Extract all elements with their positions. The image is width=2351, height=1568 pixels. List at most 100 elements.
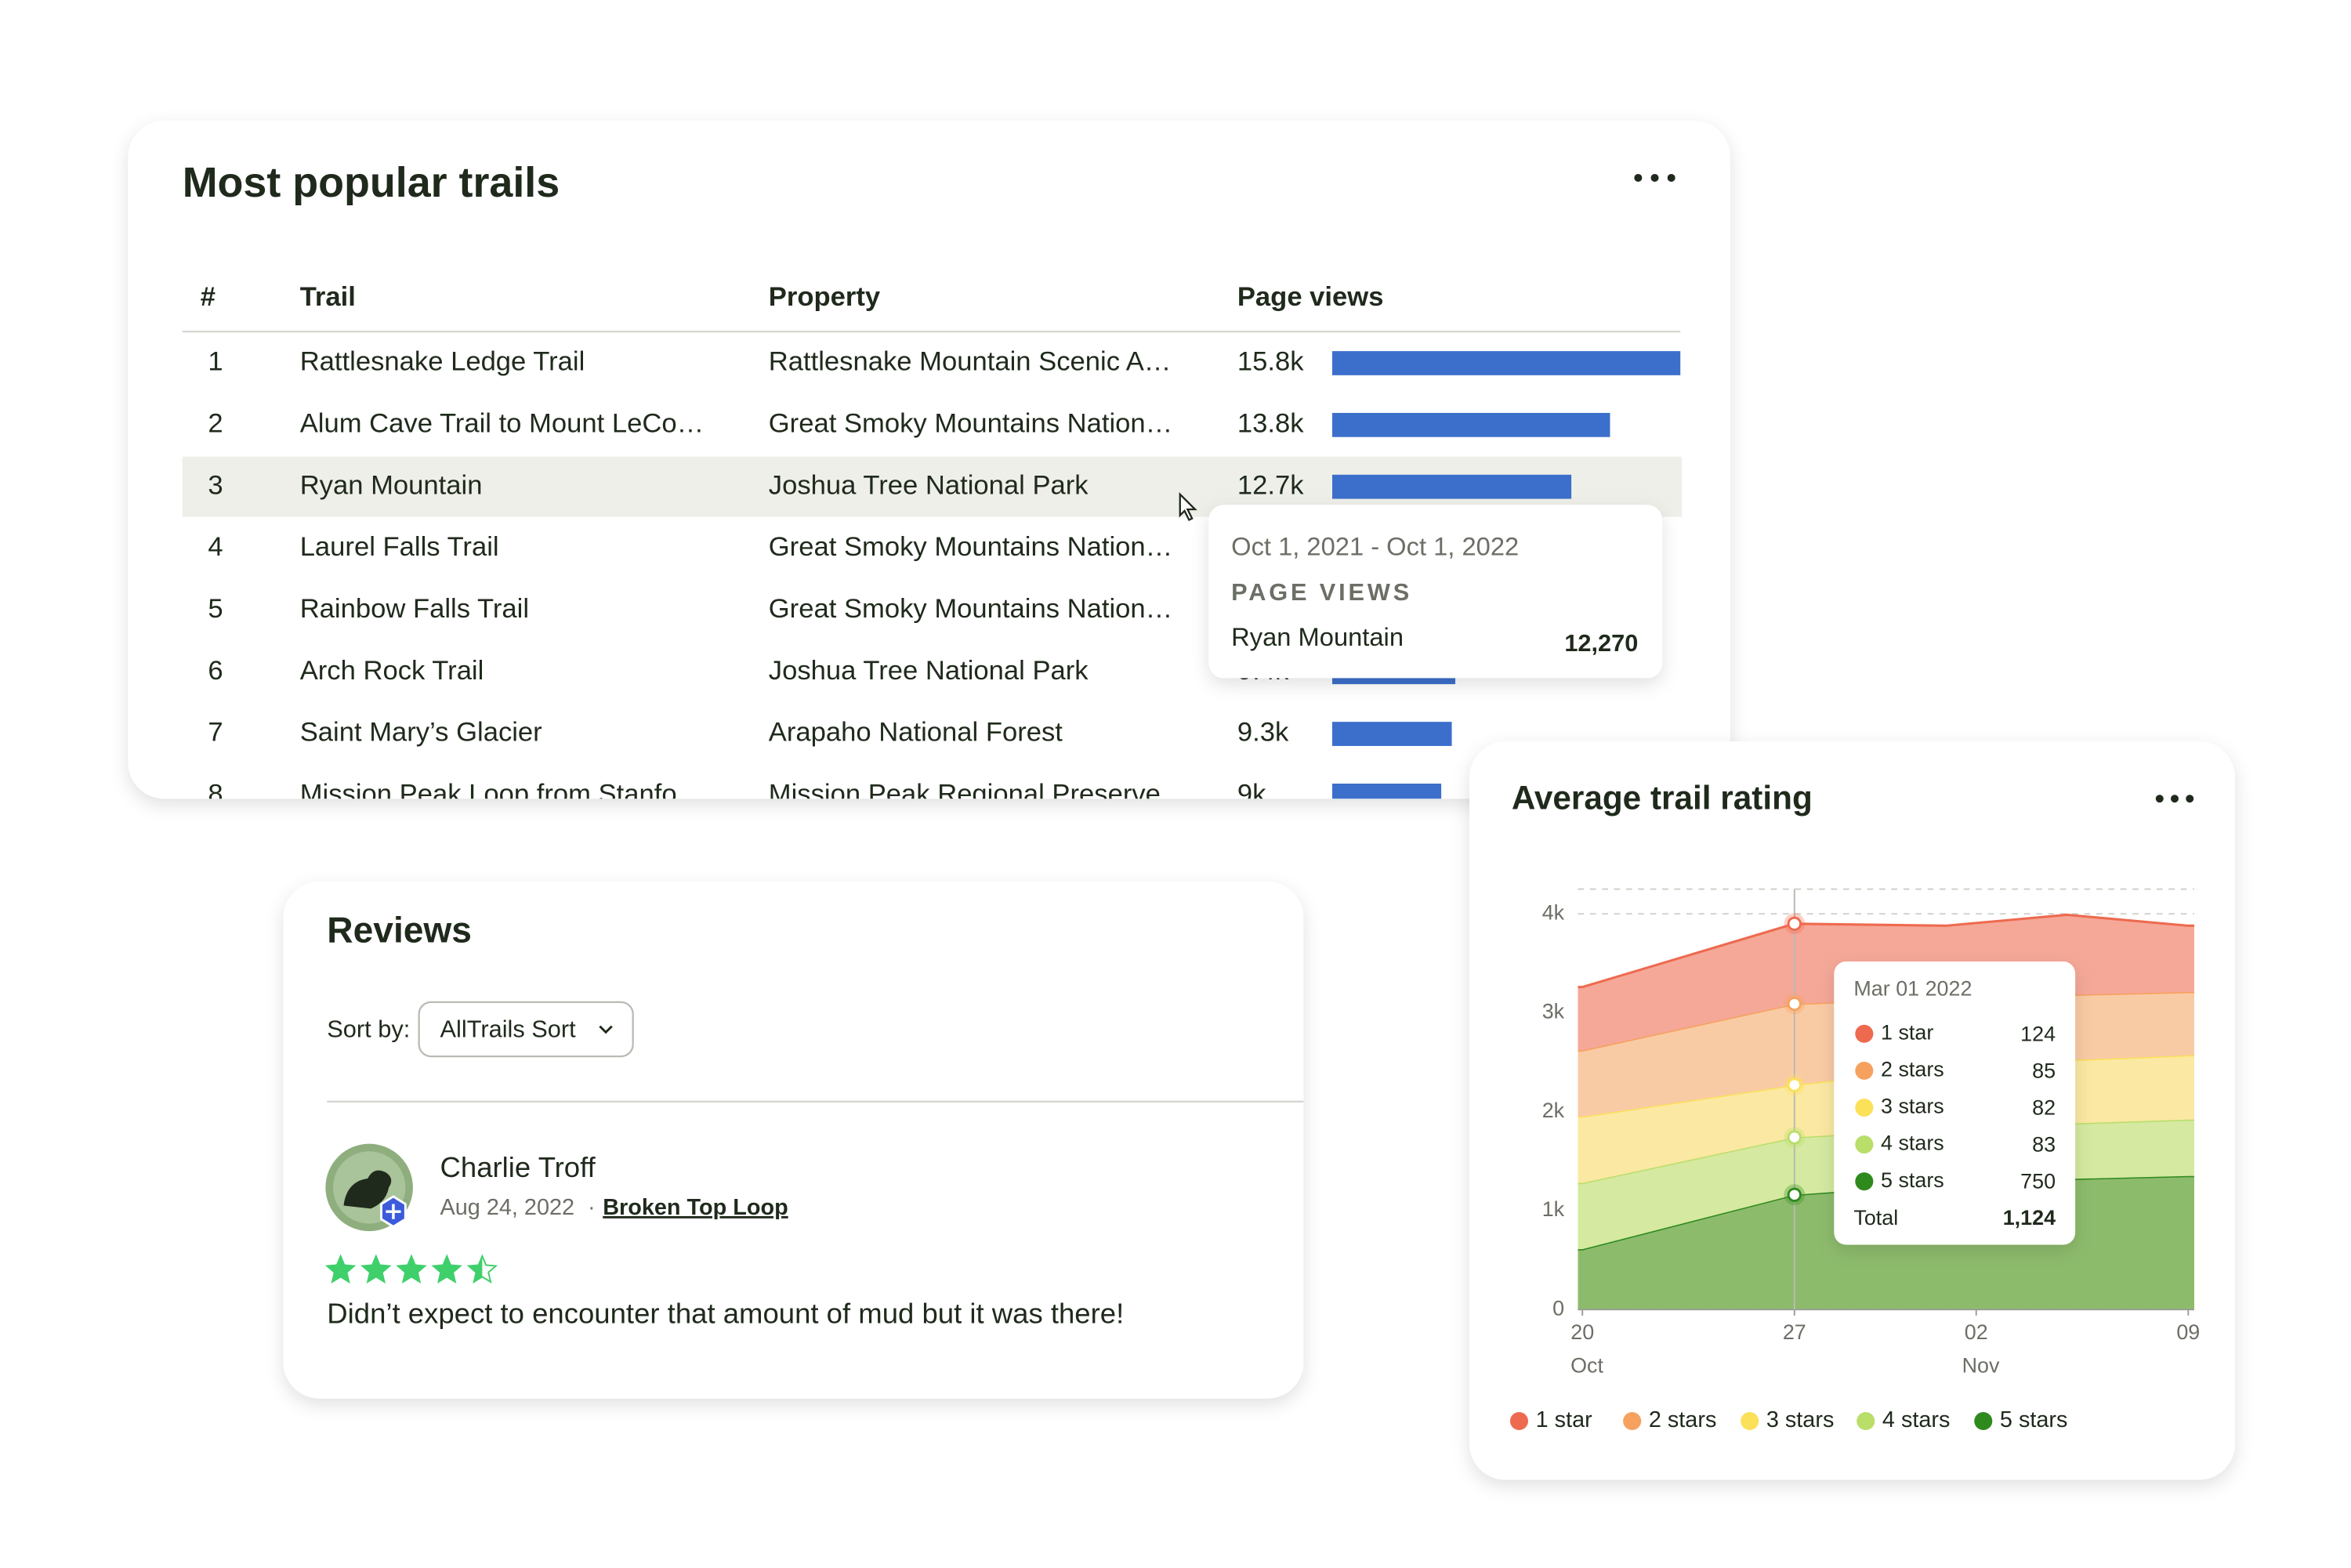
tooltip-value: 82 [2032,1096,2056,1120]
hover-point [1787,1130,1802,1145]
legend-swatch [1974,1411,1993,1431]
legend-label: 2 stars [1649,1407,1717,1432]
trail-name[interactable]: Rattlesnake Ledge Trail [300,347,585,377]
legend-label: 5 stars [2000,1407,2068,1432]
tooltip-swatch [1855,1061,1874,1080]
tooltip-label: PAGE VIEWS [1231,578,1412,606]
hover-point [1787,996,1802,1012]
legend-item[interactable]: 3 stars [1741,1407,1834,1432]
tooltip-series-name: 3 stars [1881,1095,1944,1118]
trail-name[interactable]: Ryan Mountain [300,470,483,500]
tooltip-trail: Ryan Mountain [1231,622,1404,651]
legend: 1 star 2 stars 3 stars 4 stars 5 stars [1509,1407,2067,1432]
tooltip-swatch [1855,1098,1874,1117]
menu-button[interactable] [2155,795,2194,803]
rank: 1 [208,347,223,377]
x-tick-sublabel: Oct [1570,1353,1603,1377]
property-name[interactable]: Joshua Tree National Park [769,656,1089,686]
rank: 5 [208,594,223,624]
legend-item[interactable]: 5 stars [1974,1407,2067,1432]
cursor [1179,492,1197,522]
trail-name[interactable]: Arch Rock Trail [300,656,484,686]
review-author[interactable]: Charlie Troff [440,1151,596,1183]
x-tick-label: 27 [1783,1320,1806,1344]
column-header[interactable]: Property [769,282,881,312]
legend-swatch [1509,1411,1528,1431]
property-name[interactable]: Great Smoky Mountains Nation… [769,408,1173,438]
legend-label: 3 stars [1766,1407,1835,1432]
tooltip-swatch [1855,1135,1874,1154]
x-tick-label: 09 [2176,1320,2200,1344]
rank: 3 [208,470,223,500]
y-tick-label: 4k [1542,900,1565,924]
tooltip: Oct 1, 2021 - Oct 1, 2022 PAGE VIEWS Rya… [1208,505,1663,679]
x-tick-sublabel: Nov [1962,1353,2000,1377]
hover-point [1787,1187,1802,1202]
sort-value: AllTrails Sort [440,1016,577,1043]
views-label: 15.8k [1237,347,1304,377]
trail-name[interactable]: Alum Cave Trail to Mount LeCo… [300,408,705,438]
x-tick-label: 20 [1570,1320,1594,1344]
menu-button[interactable] [1634,173,1675,182]
tooltip: Mar 01 2022 1 star 124 2 stars 85 3 stars 82 4 … [1784,889,2076,1310]
review-trail-link[interactable]: Broken Top Loop [603,1195,788,1220]
rating-card: Average trail rating 0 1k 2k 3k 4k 20 Oct 27 02 N… [1469,741,2235,1480]
legend-label: 4 stars [1882,1407,1951,1432]
star [362,1255,390,1282]
legend-label: 1 star [1536,1407,1592,1432]
avatar[interactable] [325,1143,413,1232]
legend-swatch [1741,1411,1759,1431]
property-name[interactable]: Joshua Tree National Park [769,470,1089,500]
legend-item[interactable]: 2 stars [1623,1407,1716,1432]
rank: 8 [208,780,223,809]
sort-label: Sort by: [327,1016,410,1043]
tooltip-series-name: 4 stars [1881,1132,1944,1155]
rank: 7 [208,718,223,748]
tooltip-date: Mar 01 2022 [1853,977,1972,1001]
tooltip-swatch [1855,1172,1874,1191]
trail-name[interactable]: Mission Peak Loop from Stanfo… [300,780,705,809]
table-rows: 1 Rattlesnake Ledge Trail Rattlesnake Moun… [182,347,1683,809]
tooltip-box [1834,961,2076,1245]
property-name[interactable]: Great Smoky Mountains Nation… [769,532,1173,562]
views-label: 9.3k [1237,718,1289,748]
legend-item[interactable]: 1 star [1509,1407,1592,1432]
property-name[interactable]: Rattlesnake Mountain Scenic A… [769,347,1172,377]
legend-item[interactable]: 4 stars [1857,1407,1950,1432]
chevron [599,1025,613,1034]
review-text: Didn’t expect to encounter that amount o… [327,1298,1124,1330]
column-header[interactable]: # [201,282,216,312]
card-title: Most popular trails [183,159,560,206]
star [327,1255,354,1282]
trail-name[interactable]: Laurel Falls Trail [300,532,499,562]
star [397,1255,426,1282]
views-bar [1332,474,1572,499]
trail-name[interactable]: Saint Mary’s Glacier [300,718,542,748]
views-bar [1332,722,1452,746]
tooltip-value: 124 [2020,1022,2056,1045]
rating-stars [324,1254,498,1284]
star [469,1255,483,1282]
property-name[interactable]: Arapaho National Forest [769,718,1063,748]
y-tick-label: 0 [1552,1296,1564,1320]
views-label: 12.7k [1237,470,1304,500]
tooltip-value: 83 [2032,1133,2056,1157]
rank: 4 [208,532,223,562]
views-bar [1332,412,1610,437]
column-header[interactable]: Page views [1237,282,1384,312]
views-label: 13.8k [1237,408,1304,438]
column-header[interactable]: Trail [300,282,356,312]
sort-select[interactable]: AllTrails Sort [418,1001,634,1058]
views-label: 9k [1237,780,1266,809]
tooltip-box [1208,505,1663,679]
card-title: Reviews [327,910,472,951]
trail-name[interactable]: Rainbow Falls Trail [300,594,529,624]
tooltip-value: 750 [2020,1170,2056,1193]
tooltip-total: 1,124 [2003,1206,2056,1229]
property-name[interactable]: Great Smoky Mountains Nation… [769,594,1173,624]
tooltip-total-name: Total [1853,1206,1898,1229]
property-name[interactable]: Mission Peak Regional Preserve… [769,780,1188,809]
chart-title: Average trail rating [1512,779,1813,816]
tooltip-series-name: 1 star [1881,1020,1933,1044]
